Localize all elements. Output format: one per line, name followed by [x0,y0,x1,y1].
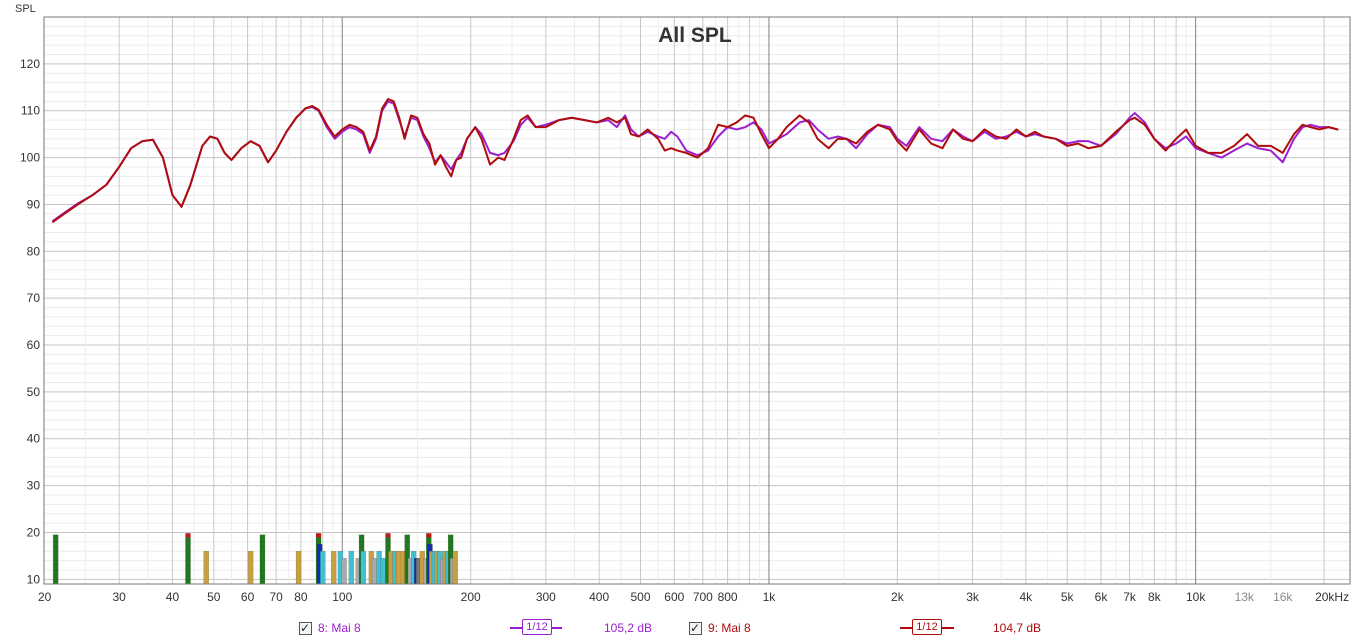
series-2-label: 9: Mai 8 [708,621,751,635]
resonance-bar [360,550,367,585]
resonance-bar [380,557,386,585]
resonance-bars [52,533,458,585]
resonance-bar [371,557,378,585]
resonance-bar [259,534,266,585]
x-tick-label: 10k [1186,590,1206,604]
series-lines [52,98,1339,223]
x-tick-label: 800 [718,590,738,604]
x-tick-label: 300 [536,590,556,604]
y-tick-label: 100 [20,151,40,165]
resonance-bar [52,534,59,585]
series-1-value: 105,2 dB [604,621,653,635]
resonance-bar [319,550,326,585]
y-axis: 10 20 30 40 50 60 70 80 90 100 110 120 [20,57,40,586]
x-tick-label: 4k [1020,590,1034,604]
y-tick-label: 30 [27,479,41,493]
x-tick-label: 6k [1095,590,1109,604]
resonance-bar [341,557,347,585]
x-tick-label: 700 [693,590,713,604]
x-tick-label: 20kHz [1315,590,1349,604]
series-line-2 [52,98,1339,223]
resonance-bar-cap [385,533,391,538]
y-tick-label: 10 [27,572,41,586]
resonance-bar [203,550,209,585]
y-axis-label: SPL [15,3,36,15]
x-tick-label: 400 [589,590,609,604]
y-tick-label: 80 [27,244,41,258]
x-tick-label: 13k [1235,590,1255,604]
resonance-bar [348,550,355,585]
series-2-smoothing[interactable]: 1/12 [912,619,942,635]
x-axis: 20 30 40 50 60 70 80 100 200 300 400 500 600 700 800 1k… [38,590,1349,604]
resonance-bar [295,550,302,585]
y-tick-label: 60 [27,338,41,352]
x-tick-label: 8k [1148,590,1162,604]
series-2-value: 104,7 dB [993,621,1042,635]
x-tick-label: 50 [207,590,221,604]
legend-item-1: 8: Mai 8 1/12 105,2 dB 9: Mai 8 1/12 104… [0,619,1369,637]
y-tick-label: 120 [20,57,40,71]
resonance-bar [452,550,458,585]
series-2-checkbox[interactable] [689,619,702,637]
series-1-smoothing[interactable]: 1/12 [522,619,552,635]
resonance-bar [247,550,254,585]
x-tick-label: 600 [664,590,684,604]
resonance-bar [330,550,337,585]
x-tick-label: 40 [166,590,180,604]
chart-title: All SPL [658,24,732,47]
x-tick-label: 70 [269,590,283,604]
y-tick-label: 40 [27,432,41,446]
x-tick-label: 7k [1123,590,1137,604]
series-1-label: 8: Mai 8 [318,621,361,635]
resonance-bar-cap [185,533,191,538]
series-1-checkbox[interactable] [299,619,312,637]
resonance-bar-cap [316,533,322,538]
y-tick-label: 70 [27,291,41,305]
x-tick-label: 500 [630,590,650,604]
resonance-bar [395,550,402,585]
x-tick-label: 1k [763,590,777,604]
x-tick-label: 3k [966,590,980,604]
x-tick-label: 20 [38,590,52,604]
y-tick-label: 50 [27,385,41,399]
y-tick-label: 90 [27,197,41,211]
plot-frame [43,16,1351,585]
resonance-bar-cap [426,533,432,538]
x-tick-label: 30 [112,590,126,604]
x-tick-label: 200 [461,590,481,604]
x-tick-label: 60 [241,590,255,604]
x-tick-label: 80 [294,590,308,604]
x-tick-label: 5k [1061,590,1075,604]
x-tick-label: 2k [891,590,905,604]
y-tick-label: 110 [21,104,40,118]
y-tick-label: 20 [27,525,41,539]
x-tick-label: 100 [332,590,352,604]
resonance-bar [185,533,191,585]
x-tick-label: 16k [1273,590,1293,604]
